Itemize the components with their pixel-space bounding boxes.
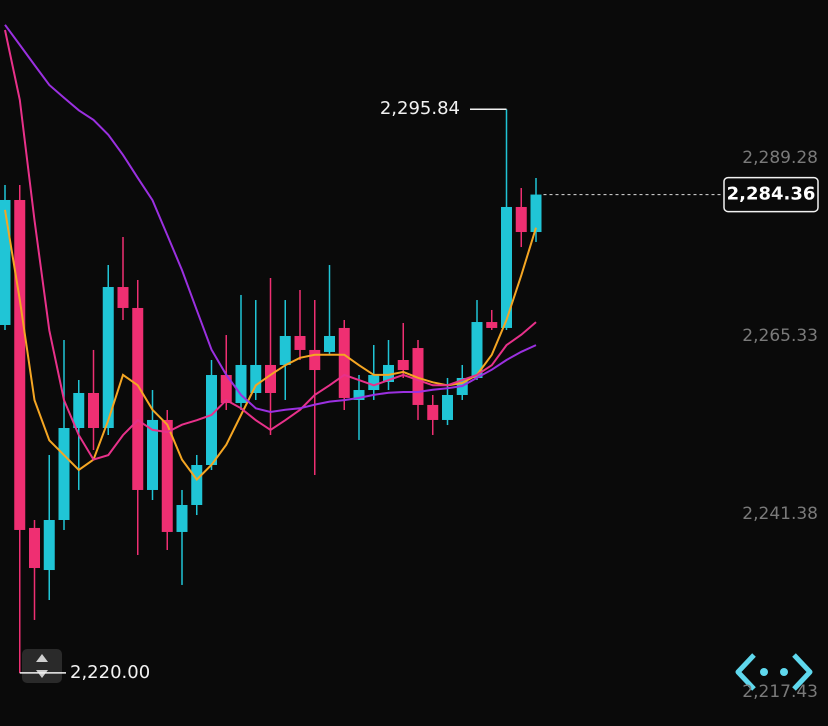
icon-arrows [36, 654, 48, 678]
candle-body [368, 375, 380, 391]
candle-body [338, 327, 350, 398]
low-icon [22, 649, 62, 683]
candle-body [58, 427, 70, 521]
candle-body [235, 364, 247, 404]
candle-body [161, 419, 173, 532]
low-label: 2,220.00 [70, 662, 150, 683]
candle-body [279, 335, 291, 365]
candle-body [309, 349, 321, 371]
candle-body [412, 348, 424, 405]
icon-box [22, 649, 62, 683]
candle-body [294, 335, 306, 350]
candle-body [73, 392, 85, 428]
candle-body [191, 465, 203, 505]
ma-line [4, 24, 537, 414]
last-price-box [723, 176, 819, 213]
candle-body [324, 335, 335, 352]
candle-body [176, 504, 188, 532]
y-tick-label: 2,217.43 [742, 682, 818, 702]
candle-body [132, 307, 144, 490]
logo-dot [760, 668, 768, 676]
y-tick-label: 2,289.28 [742, 148, 818, 168]
ma-line [4, 29, 537, 461]
candle-body [43, 520, 55, 571]
candle-body [265, 364, 276, 393]
candle-body [383, 364, 394, 382]
candle-body [515, 206, 527, 233]
candle-body [206, 375, 217, 466]
y-tick-label: 2,265.33 [742, 326, 818, 346]
candle-body [220, 375, 232, 404]
logo-dot [780, 668, 788, 676]
candle-body [397, 359, 409, 371]
candle-body [117, 287, 129, 308]
logo-bracket-right [792, 653, 813, 691]
candle-body [471, 322, 483, 378]
candle-body [501, 206, 512, 328]
candle-body [250, 364, 262, 393]
candle-body [427, 404, 439, 420]
candle-body [102, 287, 114, 428]
candle-body [88, 392, 99, 428]
candle-body [147, 419, 158, 490]
high-label: 2,295.84 [380, 98, 460, 119]
candle-body [0, 199, 11, 325]
logo-bracket-left [735, 653, 756, 691]
candle-body [353, 390, 365, 400]
candle-body [442, 395, 453, 420]
candle-body [530, 194, 542, 233]
last-price-label: 2,284.36 [727, 184, 816, 205]
candle-body [486, 322, 498, 328]
logo [735, 653, 813, 691]
candle-body [14, 199, 26, 530]
candle-body [29, 527, 40, 569]
y-tick-label: 2,241.38 [742, 504, 818, 524]
